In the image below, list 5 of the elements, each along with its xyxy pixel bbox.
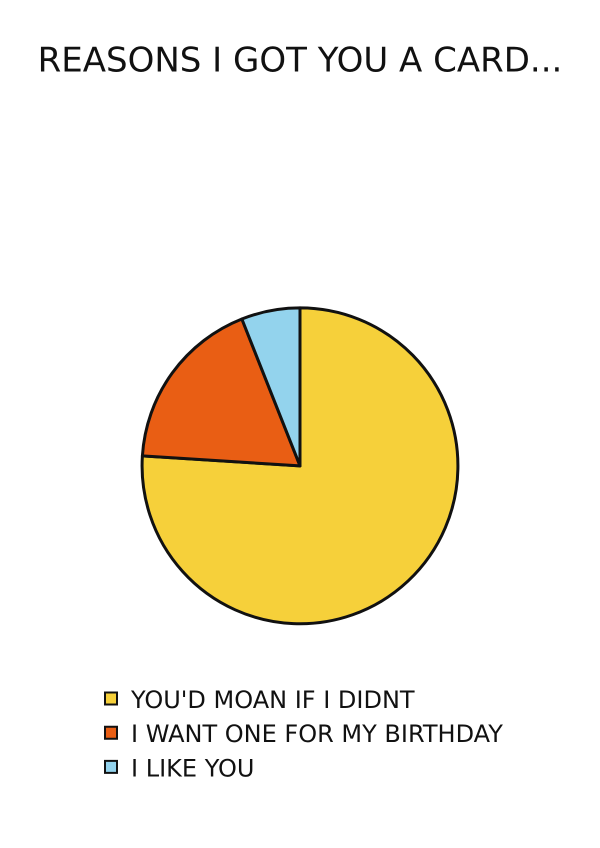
legend-label: YOU'D MOAN IF I DIDNT [130,686,415,714]
chart-title: REASONS I GOT YOU A CARD... [38,40,562,80]
pie-slice [140,306,460,626]
legend-label: I WANT ONE FOR MY BIRTHDAY [131,720,504,748]
legend-label: I LIKE YOU [131,754,254,782]
